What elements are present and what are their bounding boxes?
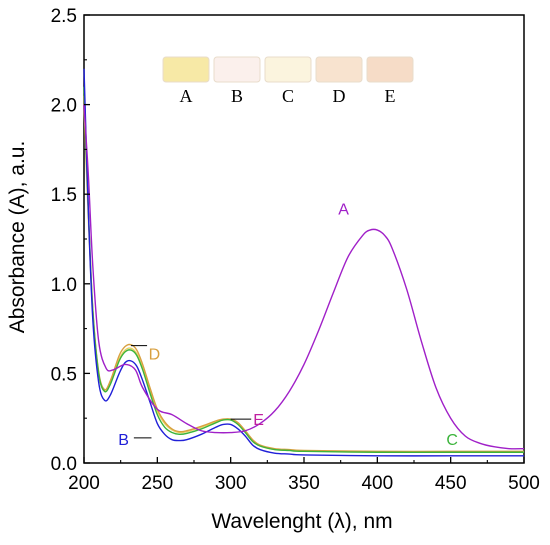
y-tick-label: 0.0	[51, 454, 77, 475]
y-axis-ticks: 0.0 0.5 1.0 1.5 2.0 2.5	[51, 6, 90, 475]
swatch-b	[213, 56, 261, 83]
x-tick-label: 500	[508, 473, 540, 494]
spectra-curves	[83, 68, 525, 457]
annotation-label-b: B	[118, 432, 129, 449]
series-line-a	[83, 104, 525, 450]
y-tick-label: 1.0	[51, 275, 77, 296]
swatch-d	[315, 56, 363, 83]
swatch-c	[264, 56, 312, 83]
x-axis-ticks: 200 250 300 350 400 450 500	[68, 457, 540, 494]
x-axis-title: Wavelenght (λ), nm	[211, 510, 392, 533]
x-tick-label: 300	[215, 473, 247, 494]
swatch-a	[162, 56, 210, 83]
swatch-label-b: B	[231, 86, 243, 106]
x-tick-label: 450	[435, 473, 467, 494]
series-line-b	[83, 68, 524, 457]
curve-annotations: A D E B C	[118, 202, 458, 449]
swatch-label-d: D	[333, 86, 346, 106]
sample-swatches: A B C D E	[162, 56, 414, 106]
annotation-label-a: A	[338, 202, 349, 219]
x-tick-label: 400	[361, 473, 393, 494]
y-tick-label: 2.5	[51, 6, 77, 27]
x-tick-label: 350	[288, 473, 320, 494]
series-line-c	[83, 86, 524, 454]
swatch-e	[366, 56, 414, 83]
series-line-d	[83, 95, 524, 453]
y-tick-label: 0.5	[51, 364, 77, 385]
x-tick-label: 250	[141, 473, 173, 494]
annotation-label-e: E	[253, 412, 264, 429]
y-tick-label: 1.5	[51, 185, 77, 206]
x-tick-label: 200	[68, 473, 100, 494]
y-tick-label: 2.0	[51, 96, 77, 117]
y-axis-title: Absorbance (A), a.u.	[6, 141, 29, 334]
swatch-label-e: E	[385, 86, 396, 106]
swatch-label-a: A	[180, 86, 193, 106]
annotation-label-d: D	[149, 347, 161, 364]
swatch-label-c: C	[282, 86, 294, 106]
annotation-label-c: C	[446, 432, 458, 449]
